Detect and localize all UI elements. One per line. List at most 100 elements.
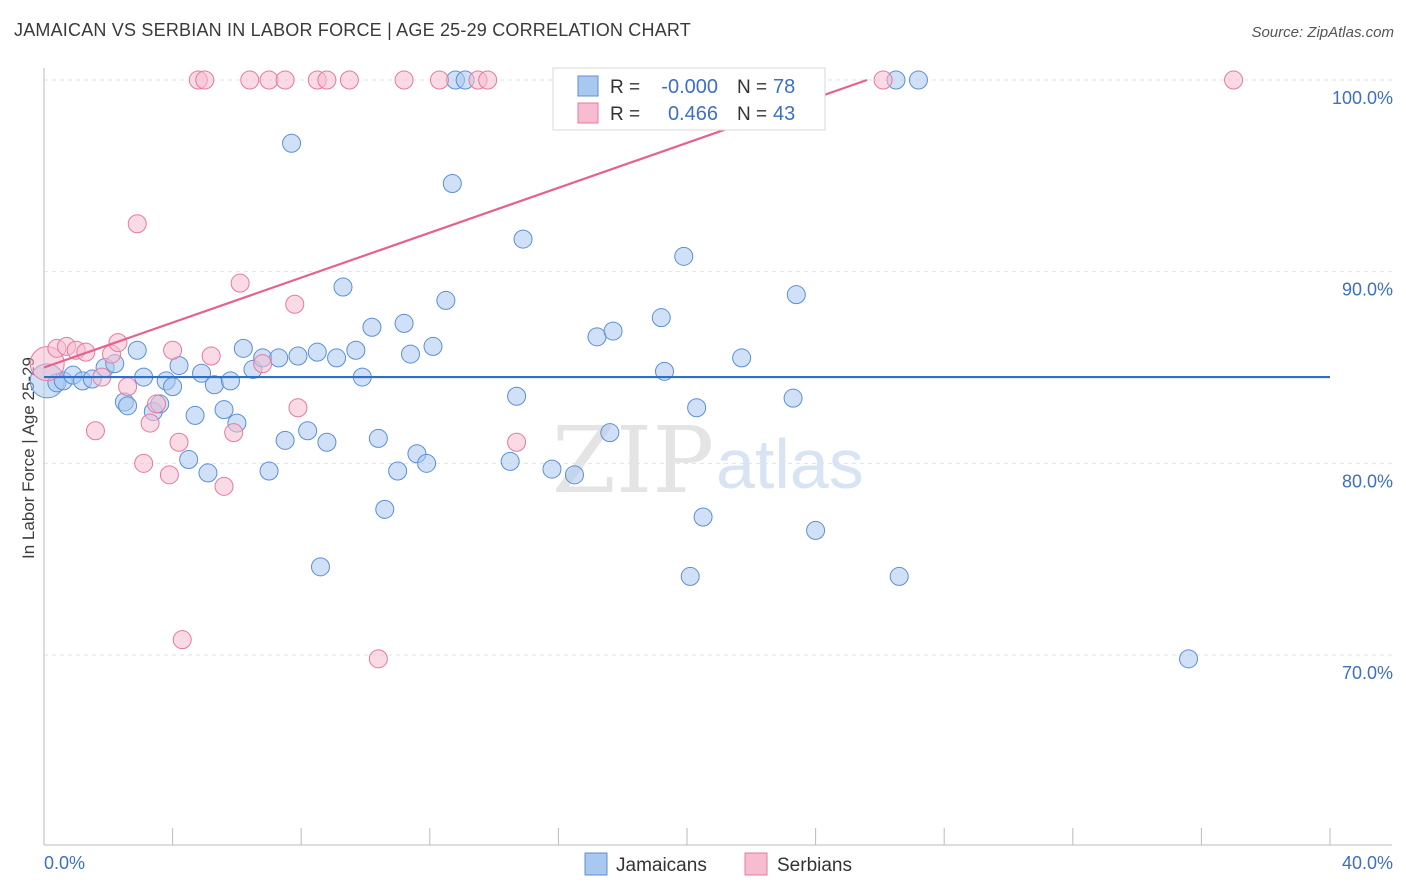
data-point — [85, 421, 105, 441]
axes — [43, 68, 1392, 846]
data-point — [147, 394, 167, 414]
data-point — [674, 246, 694, 266]
data-point — [163, 377, 183, 397]
data-point — [282, 133, 302, 153]
data-point — [542, 459, 562, 479]
data-point — [204, 375, 224, 395]
series-legend: Jamaicans Serbians — [584, 852, 852, 876]
data-point — [564, 465, 584, 485]
data-point — [507, 386, 527, 406]
data-point — [806, 520, 826, 540]
data-point — [317, 432, 337, 452]
data-point — [873, 70, 893, 90]
data-point — [240, 70, 260, 90]
data-point — [429, 70, 449, 90]
data-point — [307, 342, 327, 362]
legend-swatch-jamaicans — [577, 75, 599, 97]
data-point — [693, 507, 713, 527]
data-point — [118, 396, 138, 416]
data-point — [394, 313, 414, 333]
data-point — [127, 214, 147, 234]
series-jamaicans — [29, 70, 1199, 669]
data-point — [317, 70, 337, 90]
data-point — [783, 388, 803, 408]
data-point — [275, 430, 295, 450]
chart-title: JAMAICAN VS SERBIAN IN LABOR FORCE | AGE… — [14, 20, 691, 40]
y-tick-label: 70.0% — [1342, 663, 1393, 683]
legend-n-value: 78 — [773, 76, 795, 98]
data-point — [680, 566, 700, 586]
data-point — [275, 70, 295, 90]
y-tick-label: 100.0% — [1332, 88, 1393, 108]
source-credit: Source: ZipAtlas.com — [1251, 24, 1394, 41]
legend-n-label: N = — [737, 77, 767, 98]
y-tick-labels: 70.0% 80.0% 90.0% 100.0% — [1332, 88, 1393, 683]
data-point — [417, 453, 437, 473]
data-point — [285, 294, 305, 314]
data-point — [346, 340, 366, 360]
data-point — [651, 308, 671, 328]
legend-swatch-serbians — [744, 852, 768, 876]
data-point — [259, 70, 279, 90]
data-point — [362, 317, 382, 337]
legend-n-value: 43 — [773, 103, 795, 125]
data-point — [654, 361, 674, 381]
data-point — [220, 371, 240, 391]
data-point — [375, 499, 395, 519]
data-point — [288, 346, 308, 366]
data-point — [732, 348, 752, 368]
data-point — [169, 432, 189, 452]
y-axis-label: In Labor Force | Age 25-29 — [19, 357, 38, 559]
data-point — [310, 557, 330, 577]
data-point — [908, 70, 928, 90]
data-point — [214, 400, 234, 420]
data-point — [388, 461, 408, 481]
legend-swatch-serbians — [577, 102, 599, 124]
data-point — [134, 453, 154, 473]
data-point — [172, 630, 192, 650]
data-point — [195, 70, 215, 90]
data-point — [600, 423, 620, 443]
legend-n-label: N = — [737, 104, 767, 125]
y-tick-label: 80.0% — [1342, 471, 1393, 491]
data-point — [201, 346, 221, 366]
data-point — [118, 377, 138, 397]
data-point — [1179, 649, 1199, 669]
data-point — [423, 336, 443, 356]
x-tick-label: 0.0% — [44, 853, 85, 873]
legend-serbians-label: Serbians — [777, 855, 852, 876]
data-point — [198, 463, 218, 483]
data-point — [1224, 70, 1244, 90]
watermark-atlas: atlas — [716, 425, 864, 503]
stats-legend: R = -0.000 N = 78 R = 0.466 N = 43 — [552, 67, 826, 131]
data-point — [230, 273, 250, 293]
legend-r-label: R = — [610, 77, 640, 98]
data-point — [259, 461, 279, 481]
data-point — [269, 348, 289, 368]
data-point — [288, 398, 308, 418]
data-point — [889, 566, 909, 586]
data-point — [368, 428, 388, 448]
legend-r-label: R = — [610, 104, 640, 125]
legend-jamaicans-label: Jamaicans — [616, 855, 707, 876]
data-point — [587, 327, 607, 347]
legend-r-value: 0.466 — [668, 103, 718, 125]
legend-swatch-jamaicans — [584, 852, 608, 876]
data-point — [339, 70, 359, 90]
data-point — [513, 229, 533, 249]
data-point — [368, 649, 388, 669]
data-point — [603, 321, 623, 341]
data-point — [179, 450, 199, 469]
data-point — [333, 277, 353, 297]
x-tick-labels: 0.0% 40.0% — [44, 853, 1393, 873]
watermark: ZIP atlas — [552, 407, 864, 514]
data-point — [185, 405, 205, 425]
data-point — [127, 340, 147, 360]
x-tick-label: 40.0% — [1342, 853, 1393, 873]
data-point — [140, 413, 160, 433]
data-point — [687, 398, 707, 418]
watermark-zip: ZIP — [552, 407, 714, 514]
data-point — [214, 476, 234, 496]
data-point — [500, 451, 520, 471]
